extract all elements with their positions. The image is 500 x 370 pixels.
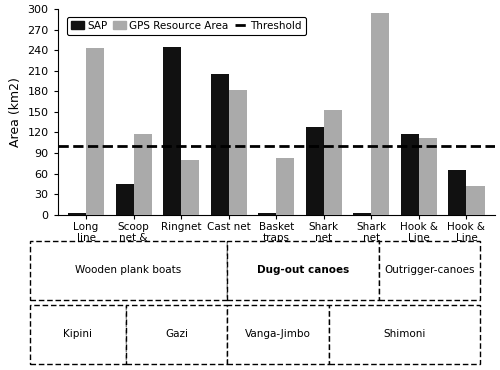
Bar (163, 47, 181, 215)
Text: Vanga-Jimbo: Vanga-Jimbo (245, 329, 311, 339)
Y-axis label: Area (km2): Area (km2) (8, 77, 22, 147)
FancyBboxPatch shape (126, 305, 228, 364)
Bar (181, 160, 199, 215)
Bar (228, 90, 247, 215)
FancyBboxPatch shape (328, 305, 480, 364)
Legend: SAP, GPS Resource Area, Threshold: SAP, GPS Resource Area, Threshold (67, 17, 306, 35)
Bar (324, 110, 342, 215)
Bar (210, 74, 228, 215)
Text: Shimoni: Shimoni (384, 329, 426, 339)
FancyBboxPatch shape (30, 241, 228, 300)
FancyBboxPatch shape (228, 241, 379, 300)
Bar (68, 213, 86, 215)
Bar (401, 134, 419, 215)
Bar (276, 158, 294, 215)
FancyBboxPatch shape (379, 241, 480, 300)
FancyBboxPatch shape (228, 305, 328, 364)
Bar (466, 186, 484, 215)
X-axis label: Fishing Gear: Fishing Gear (232, 260, 320, 273)
Text: Wooden plank boats: Wooden plank boats (76, 265, 182, 275)
Text: Gazi: Gazi (166, 329, 188, 339)
Bar (86, 48, 104, 215)
Bar (258, 213, 276, 215)
Bar (419, 138, 437, 215)
Bar (306, 127, 324, 215)
Bar (116, 184, 134, 215)
Text: Outrigger-canoes: Outrigger-canoes (384, 265, 475, 275)
FancyBboxPatch shape (30, 305, 126, 364)
Text: Kipini: Kipini (64, 329, 92, 339)
Bar (354, 213, 372, 215)
Bar (372, 13, 390, 215)
Bar (448, 170, 466, 215)
Text: Dug-out canoes: Dug-out canoes (257, 265, 350, 275)
Bar (134, 134, 152, 215)
